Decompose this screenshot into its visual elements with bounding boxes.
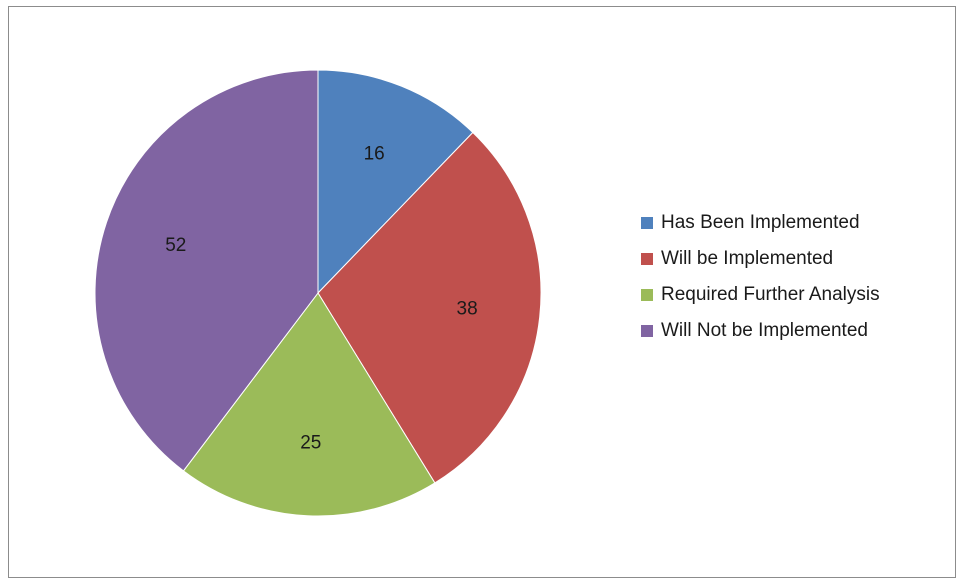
legend-swatch <box>641 325 653 337</box>
legend-label: Will Not be Implemented <box>661 320 868 341</box>
legend-label: Will be Implemented <box>661 248 834 269</box>
slice-labels: 16 38 25 52 <box>165 143 477 453</box>
pie-slices <box>94 69 542 517</box>
data-label-will-not-be-implemented: 52 <box>165 235 186 256</box>
data-label-will-be-implemented: 38 <box>457 299 478 320</box>
data-label-has-been-implemented: 16 <box>364 143 385 164</box>
legend-label: Required Further Analysis <box>661 284 880 305</box>
legend-swatch <box>641 253 653 265</box>
legend-item-will-be-implemented: Will be Implemented <box>641 241 880 277</box>
legend-label: Has Been Implemented <box>661 212 860 233</box>
legend-swatch <box>641 289 653 301</box>
legend: Has Been Implemented Will be Implemented… <box>641 205 880 349</box>
legend-item-will-not-be-implemented: Will Not be Implemented <box>641 313 880 349</box>
pie-slice-has-been-implemented <box>317 69 474 295</box>
legend-item-has-been-implemented: Has Been Implemented <box>641 205 880 241</box>
pie-slice-will-not-be-implemented <box>94 69 319 472</box>
data-label-required-further-analysis: 25 <box>300 432 321 453</box>
legend-swatch <box>641 217 653 229</box>
pie-slice-will-be-implemented <box>317 131 542 484</box>
pie-slice-required-further-analysis <box>182 292 436 517</box>
legend-item-required-further-analysis: Required Further Analysis <box>641 277 880 313</box>
